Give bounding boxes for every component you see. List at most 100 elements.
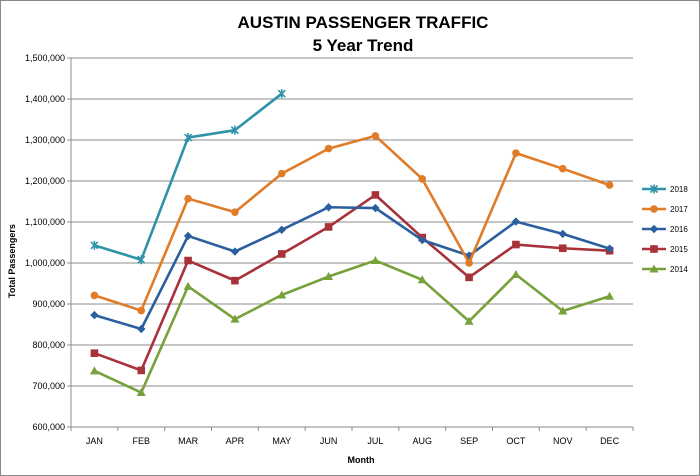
data-point-2017	[277, 169, 286, 178]
data-point-2014	[324, 272, 334, 281]
data-point-2014	[136, 388, 146, 397]
legend-item-2018: 2018	[642, 184, 688, 194]
data-point-2018	[184, 133, 193, 143]
x-tick-label: FEB	[132, 436, 150, 446]
data-point-2017	[231, 208, 239, 216]
y-tick-label: 900,000	[32, 299, 65, 309]
legend-swatch-marker	[649, 184, 659, 194]
legend-swatch-marker	[649, 264, 659, 273]
series-layer	[89, 89, 615, 397]
data-point-2014	[370, 256, 380, 265]
legend-swatch-marker	[650, 205, 658, 213]
series-line-2016	[94, 205, 610, 331]
data-point-2015	[558, 244, 567, 253]
data-point-2016	[511, 217, 521, 226]
series-line-2015	[93, 193, 610, 372]
data-point-2017	[418, 175, 427, 183]
x-tick-label: JUL	[367, 436, 383, 446]
data-point-2014	[558, 306, 568, 315]
x-tick-label: MAY	[272, 436, 291, 446]
data-point-2016	[558, 229, 567, 239]
x-tick-label: SEP	[460, 436, 478, 446]
data-point-2015	[231, 276, 239, 285]
y-axis-title: Total Passengers	[7, 224, 17, 298]
x-tick-label: AUG	[412, 436, 432, 446]
data-point-2014	[605, 291, 615, 300]
series-line-2017	[94, 134, 611, 312]
x-tick-label: JUN	[320, 436, 338, 446]
gridlines	[71, 57, 633, 387]
data-point-2016	[324, 203, 333, 212]
data-point-2014	[230, 314, 240, 323]
series-2014	[89, 256, 615, 397]
y-axis-ticks: 600,000 700,000 800,000 900,000 1,000,000 1,1…	[25, 53, 71, 432]
x-tick-label: DEC	[600, 436, 620, 446]
data-point-2017	[184, 194, 192, 203]
data-point-2015	[184, 256, 192, 265]
data-point-2014	[511, 269, 521, 278]
y-tick-label: 1,500,000	[25, 53, 65, 63]
x-axis-ticks: JAN FEB MAR APR MAY JUN JUL AUG SEP OCT NOV DEC	[70, 427, 634, 446]
data-point-2018	[277, 89, 286, 99]
data-point-2015	[137, 366, 146, 375]
legend-label: 2016	[670, 225, 688, 234]
legend-item-2016: 2016	[642, 224, 688, 234]
legend-label: 2017	[670, 205, 688, 214]
y-tick-label: 1,100,000	[25, 217, 65, 227]
legend-item-2017: 2017	[642, 205, 688, 214]
y-tick-label: 1,400,000	[25, 94, 65, 104]
y-tick-label: 700,000	[32, 381, 65, 391]
legend-label: 2015	[670, 245, 688, 254]
y-tick-label: 600,000	[32, 422, 65, 432]
data-point-2016	[183, 231, 193, 241]
x-tick-label: APR	[226, 436, 245, 446]
data-point-2017	[465, 259, 473, 267]
data-point-2014	[183, 281, 193, 290]
data-point-2014	[277, 290, 287, 299]
data-point-2015	[465, 273, 473, 282]
data-point-2014	[417, 275, 427, 284]
legend-item-2015: 2015	[642, 245, 688, 254]
data-point-2017	[605, 181, 614, 189]
y-tick-label: 1,300,000	[25, 135, 65, 145]
data-point-2015	[371, 191, 380, 199]
data-point-2017	[137, 306, 146, 315]
chart-title: AUSTIN PASSENGER TRAFFIC	[238, 13, 489, 32]
legend-swatch-marker	[649, 224, 659, 234]
legend-label: 2014	[670, 265, 688, 274]
x-tick-label: OCT	[506, 436, 526, 446]
legend-label: 2018	[670, 185, 688, 194]
data-point-2018	[90, 240, 99, 250]
data-point-2016	[277, 225, 286, 234]
data-point-2017	[371, 132, 380, 140]
x-tick-label: NOV	[553, 436, 573, 446]
x-tick-label: JAN	[86, 436, 103, 446]
legend-swatch-marker	[650, 245, 658, 253]
data-point-2015	[324, 223, 333, 231]
series-2015	[90, 191, 614, 375]
data-point-2015	[512, 240, 520, 249]
data-point-2017	[512, 149, 520, 157]
series-line-2014	[93, 259, 610, 394]
data-point-2015	[277, 250, 286, 258]
data-point-2018	[137, 255, 146, 265]
series-2018	[90, 89, 286, 265]
data-point-2014	[89, 366, 99, 375]
data-point-2015	[90, 349, 99, 357]
data-point-2016	[90, 310, 99, 320]
x-tick-label: MAR	[178, 436, 199, 446]
data-point-2016	[137, 324, 146, 334]
data-point-2014	[464, 316, 474, 325]
data-point-2016	[230, 247, 240, 256]
y-tick-label: 800,000	[32, 340, 65, 350]
legend: 2018 2017 2016 2015 2014	[642, 184, 688, 274]
legend-item-2014: 2014	[642, 264, 688, 274]
data-point-2017	[558, 164, 567, 173]
y-tick-label: 1,200,000	[25, 176, 65, 186]
data-point-2017	[324, 144, 333, 153]
data-point-2018	[230, 125, 239, 135]
data-point-2016	[371, 203, 380, 213]
data-point-2016	[605, 244, 614, 253]
